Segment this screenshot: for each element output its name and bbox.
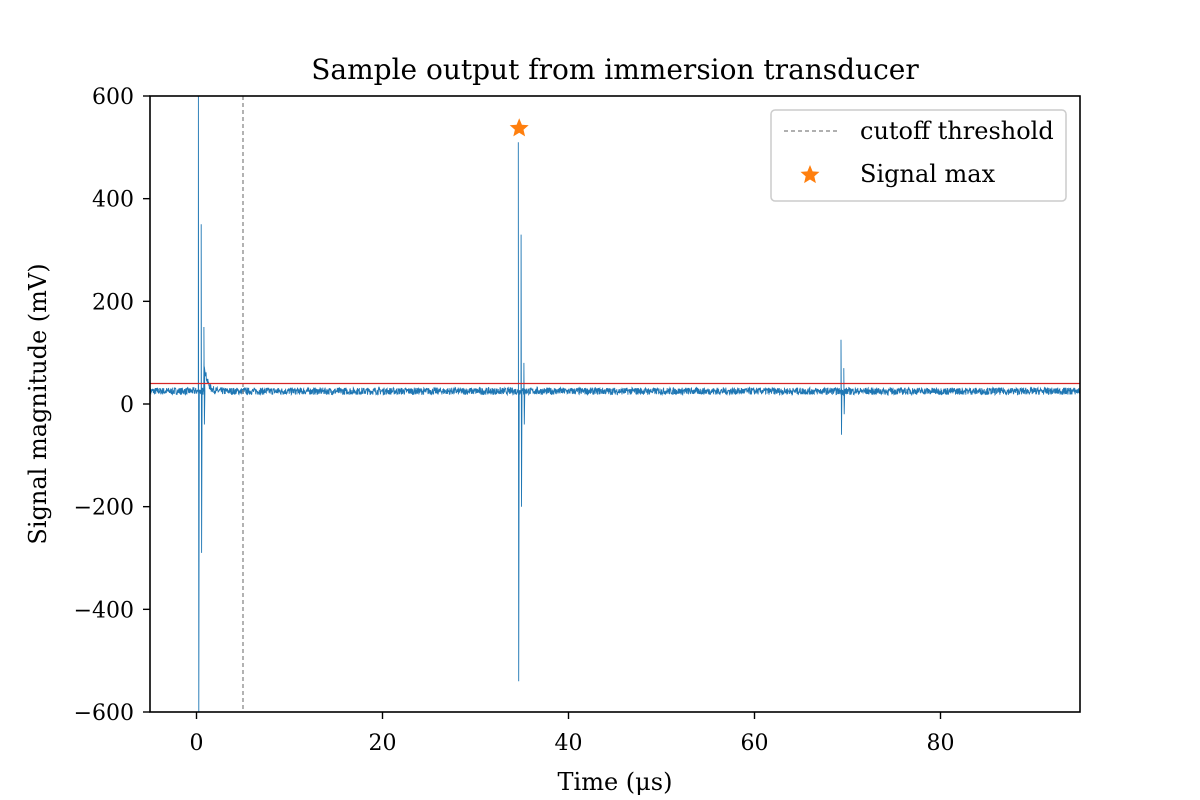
- legend-signal-max-star-icon: [800, 165, 820, 184]
- y-tick-label: −200: [74, 496, 134, 521]
- chart-title: Sample output from immersion transducer: [311, 53, 919, 86]
- y-axis: −600 −400 −200 0 200 400 600: [74, 85, 150, 726]
- plot-area: [149, 95, 1081, 713]
- legend-threshold-label: cutoff threshold: [860, 117, 1054, 145]
- x-tick-label: 80: [927, 731, 955, 756]
- y-axis-label: Signal magnitude (mV): [24, 263, 52, 544]
- x-tick-label: 40: [555, 731, 583, 756]
- legend-box: [770, 109, 1067, 202]
- x-tick-label: 20: [369, 731, 397, 756]
- x-tick-label: 0: [190, 731, 204, 756]
- y-tick-label: 600: [92, 85, 134, 110]
- y-tick-label: 400: [92, 188, 134, 213]
- y-tick-label: −400: [74, 598, 134, 623]
- legend: cutoff threshold Signal max: [770, 109, 1067, 202]
- x-axis-label: Time (μs): [558, 768, 673, 796]
- signal-max-marker: [509, 118, 529, 137]
- signal-trace: [150, 96, 1080, 712]
- legend-signal-max-label: Signal max: [860, 160, 996, 188]
- x-tick-label: 60: [741, 731, 769, 756]
- x-axis: 0 20 40 60 80: [190, 712, 955, 756]
- y-tick-label: −600: [74, 701, 134, 726]
- y-tick-label: 0: [120, 393, 134, 418]
- y-tick-label: 200: [92, 290, 134, 315]
